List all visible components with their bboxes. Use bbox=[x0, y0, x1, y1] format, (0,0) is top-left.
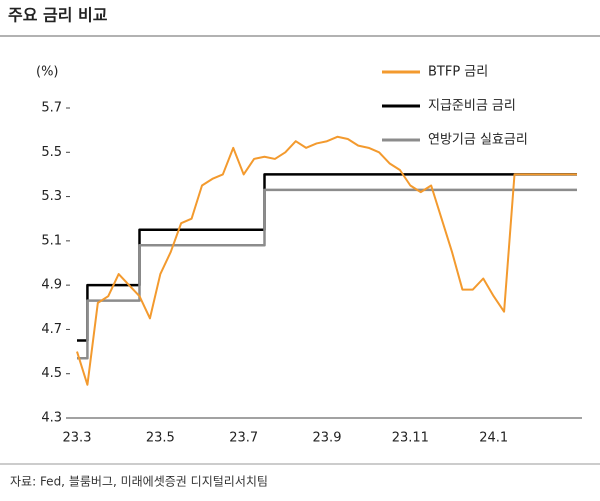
x-tick-label: 23.9 bbox=[313, 431, 342, 446]
x-tick-label: 23.7 bbox=[229, 431, 258, 446]
y-tick-label: 5.5 bbox=[41, 145, 62, 160]
x-tick-label: 23.11 bbox=[392, 431, 429, 446]
y-tick-label: 4.9 bbox=[41, 278, 62, 293]
source: 자료: Fed, 블룸버그, 미래에셋증권 디지털리서치팀 bbox=[10, 475, 268, 489]
legend-label: 지급준비금 금리 bbox=[428, 99, 516, 114]
chart-title: 주요 금리 비교 bbox=[8, 6, 108, 25]
x-tick-label: 23.3 bbox=[63, 431, 92, 446]
series-line bbox=[77, 188, 577, 360]
y-tick-label: 4.5 bbox=[41, 366, 62, 381]
series-line bbox=[76, 135, 577, 386]
y-tick-label: 5.1 bbox=[41, 233, 62, 248]
y-tick-label: 4.3 bbox=[41, 411, 62, 426]
y-tick-label: 5.3 bbox=[41, 189, 62, 204]
x-tick-label: 23.5 bbox=[146, 431, 175, 446]
y-tick-label: 5.7 bbox=[41, 101, 62, 116]
y-axis-label: (%) bbox=[36, 65, 59, 80]
x-tick-label: 24.1 bbox=[479, 431, 508, 446]
legend-label: 연방기금 실효금리 bbox=[428, 133, 528, 148]
series-line bbox=[77, 173, 577, 342]
legend-label: BTFP 금리 bbox=[428, 65, 488, 80]
y-tick-label: 4.7 bbox=[41, 322, 62, 337]
